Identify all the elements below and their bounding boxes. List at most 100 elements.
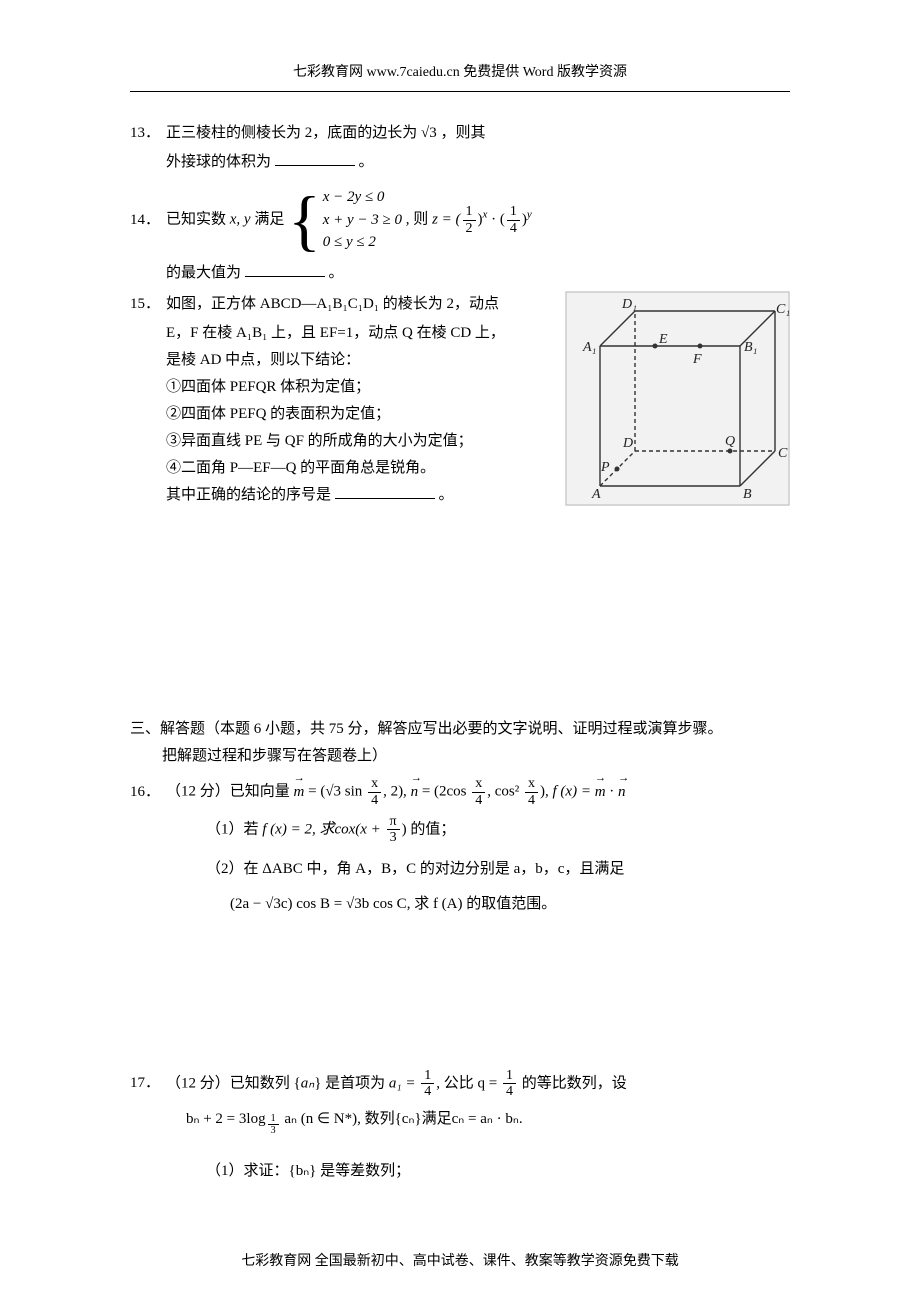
question-15: 15． 如图，正方体 ABCD—A₁B₁C₁D₁ 的棱长为 2，动点 <box>130 291 547 318</box>
q14-z: z = ( <box>432 212 460 228</box>
q13-blank <box>275 150 355 166</box>
frac-num: 1 <box>507 204 520 220</box>
frac-num: 1 <box>421 1068 434 1084</box>
q17-mid3: 的等比数列，设 <box>518 1075 627 1091</box>
q15-l8: 其中正确的结论的序号是 。 <box>130 482 547 509</box>
question-15-row: 15． 如图，正方体 ABCD—A₁B₁C₁D₁ 的棱长为 2，动点 E，F 在… <box>130 291 790 516</box>
section-3-line1: 三、解答题（本题 6 小题，共 75 分，解答应写出必要的文字说明、证明过程或演… <box>130 716 790 743</box>
q16-body: （12 分）已知向量 m = (√3 sin x4, 2), n = (2cos… <box>166 776 790 808</box>
brace-icon: { <box>288 186 321 254</box>
q14-xy: x, y <box>230 212 251 228</box>
q15-l2: E，F 在棱 A₁B₁ 上，且 EF=1，动点 Q 在棱 CD 上， <box>130 320 547 347</box>
q14-period: 。 <box>329 265 344 281</box>
q16-p1c: ) 的值； <box>402 821 456 837</box>
frac-den: 4 <box>503 1084 516 1099</box>
q17-l2a: bₙ + 2 = 3log <box>186 1111 266 1127</box>
frac-den: 2 <box>463 221 476 236</box>
frac-num: 1 <box>463 204 476 220</box>
q14-after: 的最大值为 <box>166 265 241 281</box>
question-16: 16． （12 分）已知向量 m = (√3 sin x4, 2), n = (… <box>130 776 790 808</box>
q16-part2b: (2a − √3c) cos B = √3b cos C, 求 f (A) 的取… <box>130 891 790 918</box>
lbl-C: C <box>778 446 788 461</box>
q14-quarter: 14 <box>507 204 520 236</box>
q13-text-b: ，则其 <box>441 125 486 141</box>
q14-sys2: x + y − 3 ≥ 0 <box>323 209 402 232</box>
q14-half: 12 <box>463 204 476 236</box>
frac-den: 4 <box>472 793 485 808</box>
q16-nmid: , cos² <box>487 784 523 800</box>
q14-exp-y: y <box>527 209 532 221</box>
vec-n2: n <box>618 779 626 806</box>
frac-num: π <box>387 814 400 830</box>
q16-number: 16． <box>130 779 166 806</box>
q13-body: 正三棱柱的侧棱长为 2，底面的边长为 √3 ，则其 <box>166 120 790 147</box>
question-14: 14． 已知实数 x, y 满足 { x − 2y ≤ 0 x + y − 3 … <box>130 186 790 254</box>
frac-num: x <box>368 776 381 792</box>
frac-num: 1 <box>503 1068 516 1084</box>
q16-neq: = (2cos <box>422 784 470 800</box>
q13-line2-b: 。 <box>359 154 374 170</box>
q14-system-lines: x − 2y ≤ 0 x + y − 3 ≥ 0 0 ≤ y ≤ 2 <box>323 186 402 254</box>
lbl-F: F <box>692 352 702 367</box>
frac-num: 1 <box>268 1113 279 1125</box>
section-3-line2: 把解题过程和步骤写在答题卷上） <box>130 743 790 770</box>
lbl-D1: D₁ <box>621 297 637 312</box>
frac-den: 4 <box>421 1084 434 1099</box>
q16-fb: · <box>606 784 619 800</box>
q16-p1a: （1）若 <box>206 821 262 837</box>
q17-body: （12 分）已知数列 {aₙ} 是首项为 a₁ = 14, 公比 q = 14 … <box>166 1068 790 1100</box>
q17-mid1: } 是首项为 <box>314 1075 389 1091</box>
cube-svg: A B C D A₁ B₁ C₁ D₁ E F Q P <box>565 291 790 506</box>
q16-x4-1: x4 <box>368 776 381 808</box>
q14-blank <box>245 261 325 277</box>
vec-m: m <box>294 779 305 806</box>
q16-meq: = (√3 sin <box>308 784 366 800</box>
section-3-title: 三、解答题（本题 6 小题，共 75 分，解答应写出必要的文字说明、证明过程或演… <box>130 716 790 770</box>
frac-den: 4 <box>507 221 520 236</box>
q17-a1: a₁ = <box>389 1075 419 1091</box>
q14-body: 已知实数 x, y 满足 { x − 2y ≤ 0 x + y − 3 ≥ 0 … <box>166 186 790 254</box>
q17-qfrac: 14 <box>503 1068 516 1100</box>
frac-den: 4 <box>368 793 381 808</box>
frac-num: x <box>525 776 538 792</box>
question-13: 13． 正三棱柱的侧棱长为 2，底面的边长为 √3 ，则其 <box>130 120 790 147</box>
q15-l8a: 其中正确的结论的序号是 <box>166 487 331 503</box>
q16-x4-3: x4 <box>525 776 538 808</box>
q14-exp-x: x <box>483 209 488 221</box>
q13-text-a: 正三棱柱的侧棱长为 2，底面的边长为 <box>166 125 417 141</box>
lbl-A1: A₁ <box>582 340 596 355</box>
vec-n: n <box>411 779 419 806</box>
q16-mafter: , 2), <box>383 784 411 800</box>
q17-l2b: aₙ (n ∈ N*), 数列{cₙ}满足cₙ = aₙ · bₙ. <box>284 1111 522 1127</box>
cube-figure: A B C D A₁ B₁ C₁ D₁ E F Q P <box>565 291 790 516</box>
page-header: 七彩教育网 www.7caiedu.cn 免费提供 Word 版教学资源 <box>130 60 790 85</box>
q13-line2: 外接球的体积为 。 <box>130 149 790 176</box>
q14-pre: 已知实数 <box>166 212 230 228</box>
lbl-B: B <box>743 487 752 502</box>
q14-dot: · ( <box>491 212 505 228</box>
frac-den: 3 <box>268 1125 279 1136</box>
q15-l8b: 。 <box>439 487 454 503</box>
lbl-Q: Q <box>725 434 735 449</box>
q15-l7: ④二面角 P—EF—Q 的平面角总是锐角。 <box>130 455 547 482</box>
lbl-D: D <box>622 436 633 451</box>
q15-number: 15． <box>130 291 166 318</box>
q17-part1: （1）求证：{bₙ} 是等差数列； <box>130 1158 790 1185</box>
q17-logbase: 13 <box>268 1113 279 1136</box>
q13-sqrt3: √3 <box>421 125 437 141</box>
q14-line2: 的最大值为 。 <box>130 260 790 287</box>
page: 七彩教育网 www.7caiedu.cn 免费提供 Word 版教学资源 13．… <box>0 0 920 1302</box>
lbl-B1: B₁ <box>744 340 757 355</box>
q14-number: 14． <box>130 207 166 234</box>
q14-satisfy: 满足 <box>251 212 285 228</box>
lbl-E: E <box>658 332 668 347</box>
q15-l4: ①四面体 PEFQR 体积为定值； <box>130 374 547 401</box>
q14-sys3: 0 ≤ y ≤ 2 <box>323 231 402 254</box>
q16-pi3: π3 <box>387 814 400 846</box>
question-17: 17． （12 分）已知数列 {aₙ} 是首项为 a₁ = 14, 公比 q =… <box>130 1068 790 1100</box>
q16-fa: f (x) = <box>553 784 595 800</box>
q13-number: 13． <box>130 120 166 147</box>
q15-text-col: 15． 如图，正方体 ABCD—A₁B₁C₁D₁ 的棱长为 2，动点 E，F 在… <box>130 291 547 509</box>
q17-mid2: , 公比 q = <box>436 1075 501 1091</box>
q16-p1b: f (x) = 2, 求cox(x + <box>262 821 384 837</box>
